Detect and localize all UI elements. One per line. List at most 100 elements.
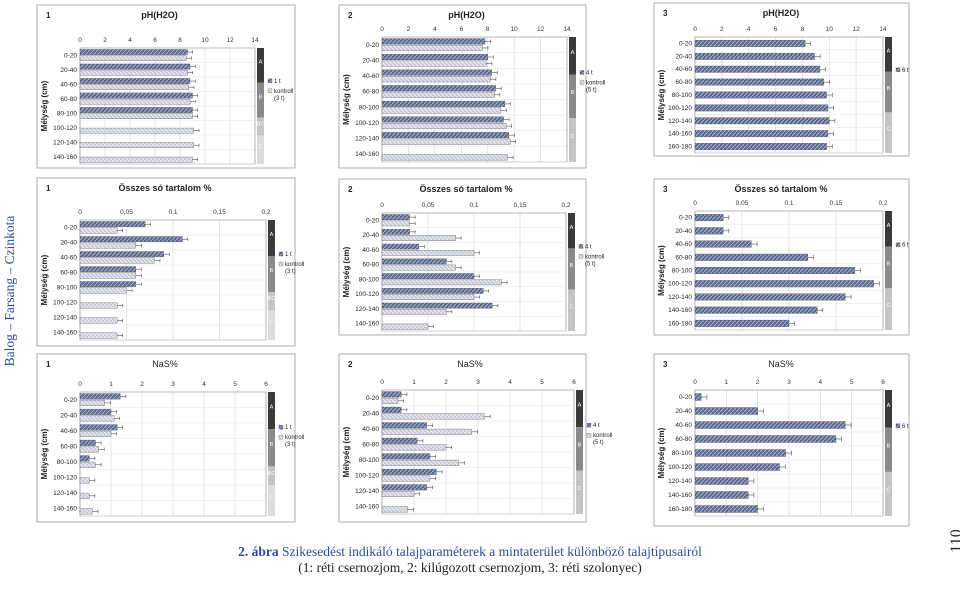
y-tick-label: 20-40 [60,240,77,247]
x-tick-label: 4 [819,379,823,386]
bar-main [694,393,702,401]
y-tick-label: 100-120 [53,300,77,307]
y-tick-label: 140-160 [53,154,77,161]
legend-label: (5 t) [586,88,597,94]
legend-swatch [278,261,284,267]
legend-swatch [267,78,273,83]
x-tick-label: 0,15 [213,209,226,216]
horizon-band [268,310,275,340]
bar-control [381,235,456,241]
x-tick-label: 6 [264,381,268,388]
y-tick-label: 40-60 [675,66,692,73]
horizon-label: A [887,403,891,409]
bar-control [79,127,194,134]
x-tick-label: 14 [563,26,571,33]
panel-number: 3 [663,185,668,194]
bar-main [381,437,418,444]
bar-control [381,475,431,482]
horizon-band [885,71,892,113]
chart-title: NaS% [457,359,483,369]
bar-control [79,113,193,119]
chart-title: pH(H2O) [448,10,485,20]
legend-swatch [895,242,901,247]
horizon-label: B [887,86,891,92]
bar-main [381,273,475,279]
x-tick-label: 14 [879,26,887,33]
bar-main [381,453,431,460]
bar-main [79,49,188,55]
horizon-label: A [887,223,891,229]
y-tick-label: 120-140 [53,490,77,497]
x-tick-label: 0 [78,209,82,216]
y-tick-label: 40-60 [675,241,692,248]
x-tick-label: 2 [103,37,107,44]
legend-label: kontroll [285,435,304,441]
bar-control [381,264,456,271]
y-tick-label: 0-20 [679,215,692,222]
chart-panel-1: 1 pH(H2O) Mélység (cm) 0 2 4 6 8 10 12 14 0-20 20-40… [36,4,296,169]
legend-label: 4 t [586,71,593,77]
bar-main [694,477,749,485]
x-tick-label: 2 [444,379,448,386]
bar-control [381,444,447,451]
y-tick-label: 140-160 [668,131,692,138]
bar-main [694,40,806,47]
legend-swatch [586,423,592,428]
x-tick-label: 12 [853,26,861,33]
horizon-band [257,82,264,118]
bar-main [694,421,846,429]
horizon-label: B [270,442,274,448]
y-tick-label: 80-100 [359,104,380,111]
y-tick-label: 80-100 [672,92,693,99]
horizon-label: C [887,127,891,133]
bar-main [381,132,510,139]
bar-control [79,461,96,468]
horizon-label: B [259,94,263,100]
horizon-label: A [578,403,582,409]
chart-panel-5: 2 Összes só tartalom % Mélység (cm) 0 0,05 0,… [338,178,604,336]
panel-number: 2 [348,185,353,194]
y-tick-label: 100-120 [668,464,692,471]
bar-main [381,54,488,60]
x-tick-label: 1 [109,381,113,388]
horizon-band [257,117,264,135]
bar-control [381,154,508,161]
y-tick-label: 100-120 [355,472,379,479]
figure-caption: 2. ábra Szikesedést indikáló talajparamé… [150,544,790,576]
legend-label: kontroll [585,254,604,260]
bar-main [694,91,827,99]
y-tick-label: 120-140 [355,306,379,313]
x-tick-label: 8 [801,26,805,33]
bar-main [79,266,136,273]
x-tick-label: 0,05 [120,209,133,216]
horizon-band [268,485,275,516]
chart-panel-9: 3 NaS% Mélység (cm) 0 1 2 3 4 5 6 0-20 20-40 40-60 60… [653,353,910,527]
horizon-label: C [270,495,274,501]
bar-main [79,92,193,99]
x-tick-label: 4 [202,381,206,388]
bar-control [79,287,127,294]
x-tick-label: 4 [128,37,132,44]
y-tick-label: 20-40 [362,232,379,239]
bar-main [694,78,825,86]
y-tick-label: 120-140 [668,478,692,485]
legend-swatch [278,435,284,440]
y-axis-label: Mélység (cm) [40,254,49,305]
bar-main [694,130,829,138]
y-tick-label: 20-40 [60,67,77,74]
x-tick-label: 6 [881,379,885,386]
y-tick-label: 80-100 [359,276,380,283]
x-tick-label: 4 [747,26,751,33]
horizon-band [569,118,576,162]
bar-main [79,63,191,70]
panel-number: 1 [46,11,51,20]
horizon-label: C [571,134,575,140]
y-tick-label: 80-100 [57,110,78,117]
y-tick-label: 0-20 [64,225,77,232]
horizon-band [885,211,892,247]
chart-panel-6: 3 Összes só tartalom % Mélység (cm) 0 0,05 0,… [653,178,910,336]
x-tick-label: 0,2 [561,202,570,209]
bar-control [381,76,491,83]
bar-control [79,302,118,309]
bar-main [79,107,193,113]
